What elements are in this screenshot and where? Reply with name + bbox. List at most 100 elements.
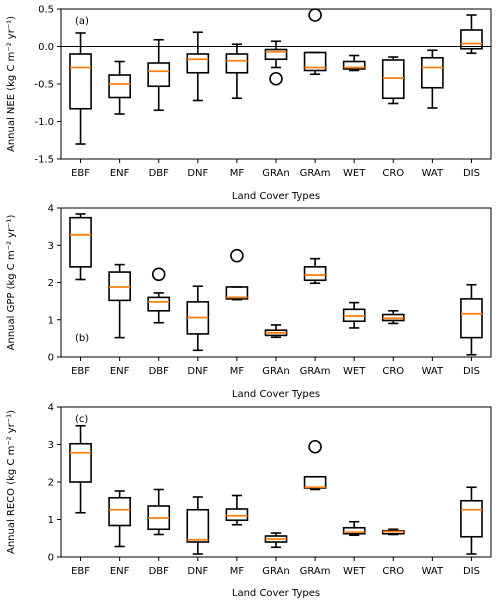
box-GRAm bbox=[303, 439, 327, 491]
y-axis-label: Annual NEE (kg C m⁻² yr⁻¹) bbox=[6, 16, 17, 152]
y-tick-label: -0.5 bbox=[34, 80, 54, 91]
box-CRO bbox=[381, 56, 405, 105]
box-body bbox=[460, 29, 483, 50]
box-body bbox=[69, 53, 92, 110]
box-EBF bbox=[69, 32, 92, 145]
x-tick-label-GRAn: GRAn bbox=[262, 566, 289, 577]
box-GRAn bbox=[264, 532, 288, 549]
x-tick-label-ENF: ENF bbox=[110, 366, 130, 377]
x-tick-label-DBF: DBF bbox=[149, 566, 170, 577]
box-body bbox=[69, 442, 92, 483]
outlier-point bbox=[308, 439, 322, 454]
box-DBF bbox=[147, 38, 171, 112]
y-tick-label: 4 bbox=[48, 204, 54, 215]
y-tick-label: 3 bbox=[48, 241, 54, 252]
box-body bbox=[303, 51, 327, 72]
x-tick-label-EBF: EBF bbox=[71, 366, 90, 377]
x-tick-label-DBF: DBF bbox=[149, 168, 170, 179]
box-MF bbox=[225, 43, 249, 100]
box-body bbox=[264, 48, 288, 61]
box-body bbox=[186, 508, 210, 543]
x-tick-label-WET: WET bbox=[343, 366, 366, 377]
box-EBF bbox=[69, 424, 92, 514]
x-tick-label-GRAn: GRAn bbox=[262, 168, 289, 179]
x-tick-label-DNF: DNF bbox=[187, 566, 208, 577]
x-tick-label-DNF: DNF bbox=[187, 168, 208, 179]
panel-label: (b) bbox=[75, 333, 89, 344]
x-tick-label-WAT: WAT bbox=[422, 168, 444, 179]
y-tick-label: -1.5 bbox=[34, 155, 54, 166]
x-tick-label-WET: WET bbox=[343, 168, 366, 179]
x-tick-label-DIS: DIS bbox=[463, 366, 480, 377]
box-WET bbox=[342, 54, 366, 72]
box-body bbox=[421, 56, 444, 89]
box-body bbox=[186, 53, 210, 74]
y-tick-label: 0.5 bbox=[38, 5, 54, 16]
box-DIS bbox=[460, 14, 483, 55]
x-tick-label-WAT: WAT bbox=[422, 566, 444, 577]
box-body bbox=[303, 266, 327, 282]
box-body bbox=[342, 60, 366, 70]
x-tick-label-MF: MF bbox=[230, 566, 245, 577]
box-body bbox=[225, 508, 249, 522]
y-tick-label: 4 bbox=[48, 403, 54, 414]
y-tick-label: 2 bbox=[48, 478, 54, 489]
box-body bbox=[381, 59, 405, 100]
box-GRAn bbox=[264, 40, 288, 86]
box-DIS bbox=[460, 486, 483, 555]
outlier-point bbox=[151, 267, 166, 282]
box-body bbox=[147, 296, 171, 312]
x-tick-label-ENF: ENF bbox=[110, 566, 130, 577]
y-tick-label: 0 bbox=[48, 353, 54, 364]
box-DNF bbox=[186, 496, 210, 555]
y-tick-label: 1 bbox=[48, 515, 54, 526]
box-EBF bbox=[69, 213, 92, 281]
y-axis-label: Annual GPP (kg C m⁻² yr⁻¹) bbox=[6, 215, 17, 351]
box-body bbox=[460, 499, 483, 538]
x-tick-label-DIS: DIS bbox=[463, 168, 480, 179]
x-axis-label: Land Cover Types bbox=[232, 389, 320, 400]
panel-label: (c) bbox=[75, 414, 88, 425]
box-CRO bbox=[381, 528, 405, 536]
box-body bbox=[147, 62, 171, 88]
box-body bbox=[225, 286, 249, 300]
x-tick-label-GRAm: GRAm bbox=[300, 366, 331, 377]
panel-3: 0 1 2 3 4 EBF ENF DBF DNF MF GRAn GRAm WET CRO WAT DIS (… bbox=[6, 403, 492, 599]
panel-1: -1.5 -1.0 -0.5 0.0 0.5 EBF ENF DBF DNF MF GRAn GRAm… bbox=[6, 5, 492, 202]
x-tick-label-DIS: DIS bbox=[463, 566, 480, 577]
box-DBF bbox=[147, 267, 171, 324]
box-WAT bbox=[421, 49, 444, 109]
outlier-point bbox=[269, 71, 283, 86]
panel-label: (a) bbox=[75, 16, 89, 27]
y-tick-label: 0 bbox=[48, 553, 54, 564]
box-WET bbox=[342, 301, 366, 329]
box-body bbox=[342, 526, 366, 535]
x-axis-label: Land Cover Types bbox=[232, 191, 320, 202]
box-body bbox=[303, 475, 327, 489]
box-DNF bbox=[186, 285, 210, 352]
box-WET bbox=[342, 520, 366, 537]
box-DBF bbox=[147, 488, 171, 536]
box-body bbox=[108, 496, 131, 527]
y-axis-label: Annual RECO (kg C m⁻² yr⁻¹) bbox=[6, 410, 17, 554]
x-tick-label-GRAm: GRAm bbox=[300, 566, 331, 577]
box-MF bbox=[225, 494, 249, 526]
box-MF bbox=[225, 248, 249, 301]
y-tick-label: -1.0 bbox=[34, 117, 54, 128]
box-DNF bbox=[186, 31, 210, 102]
x-tick-label-WAT: WAT bbox=[422, 366, 444, 377]
x-tick-label-MF: MF bbox=[230, 168, 245, 179]
x-tick-label-CRO: CRO bbox=[382, 168, 404, 179]
x-tick-label-DBF: DBF bbox=[149, 366, 170, 377]
y-tick-label: 2 bbox=[48, 278, 54, 289]
box-body bbox=[460, 298, 483, 339]
x-tick-label-WET: WET bbox=[343, 566, 366, 577]
panel-2: 0 1 2 3 4 EBF ENF DBF DNF MF GRAn GRAm WET CRO WAT DIS (… bbox=[6, 204, 492, 400]
box-DIS bbox=[460, 283, 483, 356]
y-tick-label: 1 bbox=[48, 315, 54, 326]
box-GRAm bbox=[303, 8, 327, 76]
x-tick-label-EBF: EBF bbox=[71, 168, 90, 179]
outlier-point bbox=[230, 248, 244, 263]
box-body bbox=[108, 74, 131, 99]
